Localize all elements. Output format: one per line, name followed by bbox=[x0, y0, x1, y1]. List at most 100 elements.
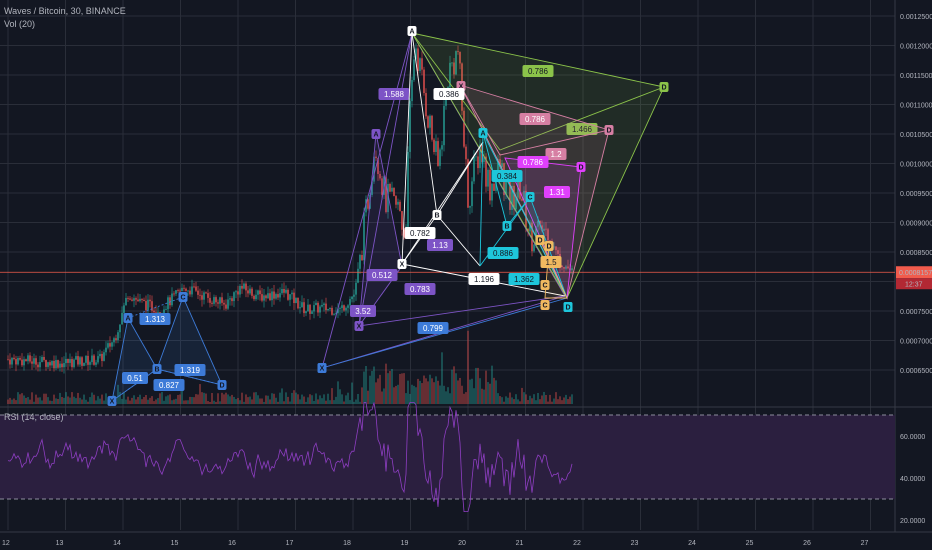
volume-bar bbox=[357, 393, 359, 404]
time-tick-label: 25 bbox=[746, 540, 754, 547]
rsi-legend[interactable]: RSI (14, close) bbox=[4, 412, 64, 422]
volume-bar bbox=[127, 396, 129, 404]
blue-pattern-point-label: B bbox=[154, 367, 159, 374]
volume-bar bbox=[297, 394, 299, 404]
volume-bar bbox=[235, 399, 237, 404]
volume-bar bbox=[495, 380, 497, 404]
price-tick-label: 0.0011000 bbox=[900, 103, 932, 110]
candle-body bbox=[463, 110, 465, 147]
volume-bar bbox=[9, 397, 11, 404]
candle-body bbox=[231, 298, 233, 302]
candle-body bbox=[55, 360, 57, 369]
candle-body bbox=[545, 228, 547, 230]
candle-body bbox=[501, 163, 503, 168]
volume-bar bbox=[295, 392, 297, 404]
candle-body bbox=[431, 115, 433, 140]
candle-body bbox=[433, 139, 435, 153]
candle-body bbox=[385, 176, 387, 213]
price-tick-label: 0.0007000 bbox=[900, 339, 932, 346]
volume-bar bbox=[557, 399, 559, 404]
volume-bar bbox=[239, 400, 241, 404]
purple-pattern-ratio-label: 0.783 bbox=[410, 285, 431, 294]
green-pattern-point-label-bg bbox=[659, 82, 669, 92]
volume-bar bbox=[485, 370, 487, 404]
candle-body bbox=[153, 310, 155, 313]
volume-bar bbox=[137, 397, 139, 404]
volume-bar bbox=[87, 401, 89, 404]
volume-bar bbox=[267, 395, 269, 404]
candle-body bbox=[315, 302, 317, 306]
candle-body bbox=[23, 359, 25, 366]
white-pattern-leg bbox=[401, 141, 484, 265]
price-tick-label: 0.0010000 bbox=[900, 162, 932, 169]
pink-pattern-leg bbox=[459, 84, 501, 156]
candle-body bbox=[227, 299, 229, 309]
volume-legend[interactable]: Vol (20) bbox=[4, 19, 36, 29]
candle-body bbox=[187, 290, 189, 292]
candle-body bbox=[547, 229, 549, 241]
candle-body bbox=[9, 359, 11, 365]
candle-body bbox=[509, 177, 511, 210]
volume-bar bbox=[179, 394, 181, 404]
price-axis[interactable]: 0.0012500 0.0012000 0.0011500 0.0011000 0.00… bbox=[896, 14, 932, 375]
candle-body bbox=[499, 159, 501, 168]
volume-bar bbox=[13, 398, 15, 404]
volume-bar bbox=[381, 391, 383, 404]
candle-body bbox=[217, 302, 219, 304]
volume-bar bbox=[259, 398, 261, 404]
volume-bar bbox=[487, 382, 489, 404]
volume-bar bbox=[219, 401, 221, 404]
candle-body bbox=[277, 294, 279, 298]
volume-bar bbox=[323, 394, 325, 404]
volume-bar bbox=[363, 371, 365, 404]
candle-body bbox=[253, 295, 255, 300]
candle-body bbox=[407, 151, 409, 227]
volume-bar bbox=[37, 397, 39, 404]
volume-bar bbox=[571, 394, 573, 404]
blue-pattern-point-label: A bbox=[125, 316, 130, 323]
volume-bar bbox=[561, 400, 563, 404]
candle-body bbox=[471, 181, 473, 207]
candle-body bbox=[11, 357, 13, 365]
candle-body bbox=[393, 187, 395, 197]
blue-pattern-ratio-label: 0.827 bbox=[159, 381, 180, 390]
candle-body bbox=[241, 285, 243, 289]
volume-bar bbox=[215, 401, 217, 404]
volume-bar bbox=[243, 401, 245, 404]
candle-body bbox=[185, 288, 187, 291]
volume-bar bbox=[553, 398, 555, 404]
white-pattern-point-label: X bbox=[400, 262, 405, 269]
volume-bar bbox=[65, 392, 67, 404]
cyan-pattern-ratio-label: 0.384 bbox=[497, 172, 518, 181]
volume-bar bbox=[85, 399, 87, 404]
candle-body bbox=[265, 295, 267, 299]
candle-body bbox=[99, 353, 101, 357]
volume-bar bbox=[467, 330, 469, 404]
volume-bar bbox=[329, 400, 331, 404]
candle-body bbox=[271, 291, 273, 301]
candle-body bbox=[267, 293, 269, 299]
blue-pattern-ratio-label-bg bbox=[153, 379, 185, 391]
purple-pattern-ratio-label-bg bbox=[378, 88, 410, 100]
countdown-tag-bg bbox=[896, 278, 932, 290]
volume-bar bbox=[157, 398, 159, 404]
volume-bar bbox=[299, 399, 301, 404]
candle-body bbox=[565, 266, 567, 269]
candle-body bbox=[557, 250, 559, 254]
time-axis[interactable]: 12 13 14 15 16 17 18 19 20 21 22 23 24 25 26 27 bbox=[2, 540, 868, 547]
blue-pattern-point-label: C bbox=[180, 295, 185, 302]
volume-bar bbox=[45, 393, 47, 404]
volume-bar bbox=[265, 395, 267, 404]
candle-body bbox=[487, 169, 489, 187]
time-tick-label: 15 bbox=[171, 540, 179, 547]
cyan-pattern-ratio-label: 1.362 bbox=[514, 275, 535, 284]
volume-bar bbox=[497, 393, 499, 404]
candle-body bbox=[497, 159, 499, 175]
volume-bar bbox=[53, 394, 55, 404]
candle-body bbox=[191, 286, 193, 295]
symbol-legend[interactable]: Waves / Bitcoin, 30, BINANCE bbox=[4, 6, 126, 16]
volume-bar bbox=[331, 388, 333, 404]
candle-body bbox=[139, 298, 141, 302]
